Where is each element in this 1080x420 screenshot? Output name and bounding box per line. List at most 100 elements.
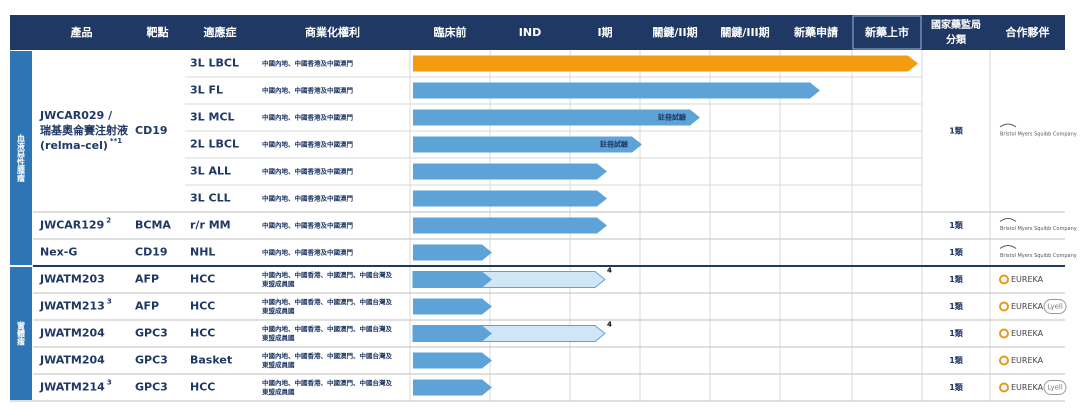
header-label: 臨床前: [434, 25, 467, 39]
product-name: JWATM203: [39, 273, 105, 286]
indication: HCC: [190, 327, 215, 340]
rights: 中國內地、中國香港及中國澳門: [262, 59, 354, 68]
target: AFP: [135, 273, 159, 286]
partner-name: Bristol Myers Squibb Company: [1000, 132, 1077, 138]
rights: 中國內地、中國香港、中國澳門、中國台灣及: [262, 351, 393, 360]
classification: 1類: [949, 274, 964, 284]
partner-logo: [999, 245, 1017, 249]
product-note: 2: [106, 217, 111, 225]
partner-name: EUREKA: [1011, 356, 1044, 365]
rights: 中國內地、中國香港及中國澳門: [262, 194, 354, 203]
partner-name: EUREKA: [1011, 329, 1044, 338]
stage-bar: [413, 352, 492, 369]
target: AFP: [135, 300, 159, 313]
trial-status: 註冊試驗: [600, 140, 628, 149]
classification: 1類: [949, 220, 964, 230]
indication: Basket: [190, 354, 232, 367]
target: CD19: [135, 124, 168, 137]
rights: 中國內地、中國香港、中國澳門、中國台灣及: [262, 324, 393, 333]
footnote: 4: [607, 321, 612, 329]
indication: 3L MCL: [190, 111, 235, 124]
rights: 中國內地、中國香港及中國澳門: [262, 86, 354, 95]
rights: 中國內地、中國香港及中國澳門: [262, 140, 354, 149]
stage-bar: [413, 82, 820, 99]
product-note: 3: [107, 379, 112, 387]
indication: HCC: [190, 273, 215, 286]
indication: 3L ALL: [190, 165, 231, 178]
classification: 1類: [949, 301, 964, 311]
product-name: JWATM214: [39, 381, 105, 394]
indication: HCC: [190, 381, 215, 394]
partner-name: EUREKA: [1011, 302, 1044, 311]
partner-logo: [1043, 299, 1067, 314]
target: GPC3: [135, 354, 168, 367]
stage-bar: [413, 325, 492, 342]
rights: 中國內地、中國香港及中國澳門: [262, 167, 354, 176]
partner-name: EUREKA: [1011, 275, 1044, 284]
rights: 東盟成員國: [262, 387, 295, 396]
stage-bar: [413, 379, 492, 396]
rights: 東盟成員國: [262, 279, 295, 288]
product-name: JWCAR129: [39, 219, 104, 232]
header-label: 新藥申請: [794, 25, 838, 39]
rights: 中國內地、中國香港及中國澳門: [262, 113, 354, 122]
partner-logo: [999, 123, 1017, 128]
indication: NHL: [190, 246, 215, 259]
classification: 1類: [949, 328, 964, 338]
classification: 1類: [949, 126, 964, 136]
stage-bar: [413, 163, 607, 180]
group-band: [10, 267, 32, 400]
indication: 2L LBCL: [190, 138, 239, 151]
rights: 東盟成員國: [262, 360, 295, 369]
partner-logo: [999, 301, 1009, 312]
header-label: 國家藥監局: [931, 18, 981, 31]
indication: HCC: [190, 300, 215, 313]
rights: 東盟成員國: [262, 333, 295, 342]
rights: 中國內地、中國香港及中國澳門: [262, 248, 354, 257]
header-bar: [10, 15, 1065, 50]
indication: 3L LBCL: [190, 57, 239, 70]
partner-logo: [999, 218, 1017, 222]
classification: 1類: [949, 355, 964, 365]
stage-bar: [413, 136, 642, 153]
product-name: (relma-cel): [40, 139, 108, 152]
partner-logo: [1043, 380, 1067, 395]
target: GPC3: [135, 327, 168, 340]
header-label: 新藥上市: [865, 25, 909, 39]
stage-bar: [413, 271, 492, 288]
header-label: 分類: [946, 33, 967, 46]
rights: 東盟成員國: [262, 306, 295, 315]
header-label: 適應症: [204, 25, 237, 39]
partner-name: Lyell: [1047, 303, 1063, 311]
product-name: JWCAR029 /: [39, 109, 113, 122]
partner-name: Bristol Myers Squibb Company: [1000, 226, 1077, 232]
product-note: **1: [110, 137, 122, 145]
group-label: 血液惡性腫瘤: [17, 133, 26, 183]
target: CD19: [135, 246, 168, 259]
rights: 中國內地、中國香港、中國澳門、中國台灣及: [262, 378, 393, 387]
rights: 中國內地、中國香港、中國澳門、中國台灣及: [262, 297, 393, 306]
header-label: 產品: [70, 25, 93, 39]
header-label: 關鍵/III期: [720, 25, 769, 39]
partner-logo: [999, 355, 1009, 366]
classification: 1類: [949, 382, 964, 392]
product-note: 3: [107, 298, 112, 306]
stage-bar: [413, 244, 492, 261]
partner-name: Lyell: [1047, 384, 1063, 392]
footnote: 4: [607, 267, 612, 275]
classification: 1類: [949, 247, 964, 257]
stage-bar: [413, 109, 700, 126]
indication: r/r MM: [190, 219, 231, 232]
header-label: 合作夥伴: [1006, 25, 1050, 39]
rights: 中國內地、中國香港、中國澳門、中國台灣及: [262, 270, 393, 279]
stage-bar: [413, 190, 607, 207]
partner-name: Bristol Myers Squibb Company: [1000, 253, 1077, 259]
partner-name: EUREKA: [1011, 383, 1044, 392]
partner-logo: [999, 328, 1009, 339]
product-name: 瑞基奧侖賽注射液: [40, 123, 129, 137]
stage-bar: [413, 55, 918, 72]
partner-logo: [999, 274, 1009, 285]
product-name: JWATM213: [39, 300, 105, 313]
rights: 中國內地、中國香港及中國澳門: [262, 221, 354, 230]
